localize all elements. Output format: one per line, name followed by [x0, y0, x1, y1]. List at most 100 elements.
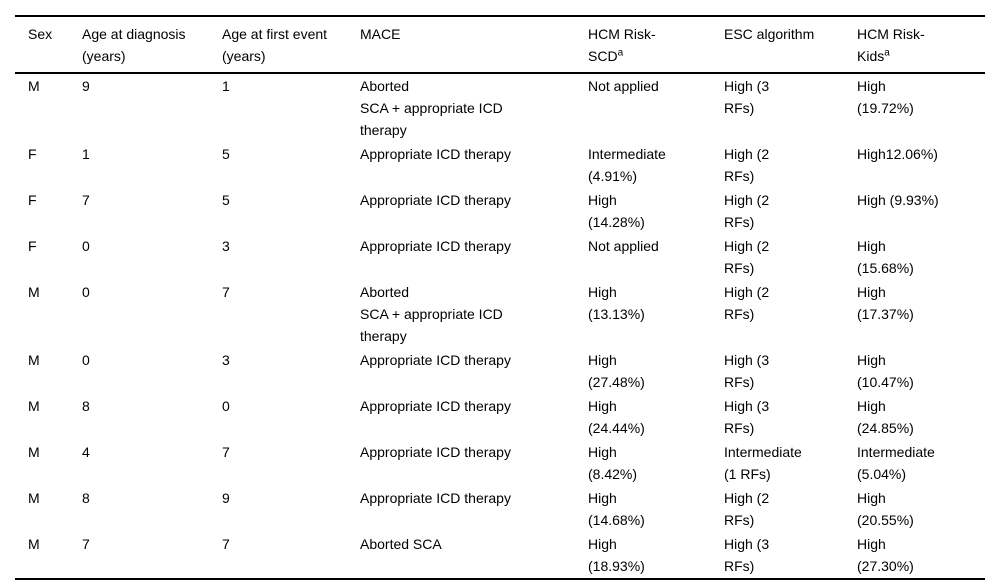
cell-mace: Appropriate ICD therapy [360, 444, 511, 460]
table-row: F 7 5 Appropriate ICD therapy High (14.2… [15, 188, 985, 234]
table-row: M 0 3 Appropriate ICD therapy High (27.4… [15, 348, 985, 394]
cell-age-at-diagnosis: 0 [82, 238, 90, 254]
cell-sex: M [28, 444, 40, 460]
cell-sex: F [28, 238, 37, 254]
cell-hcm-risk-kids: High12.06%) [857, 146, 938, 162]
cell-mace: Appropriate ICD therapy [360, 192, 511, 208]
column-header-esc-algorithm: ESC algorithm [724, 16, 857, 73]
cell-esc-algorithm: High (3 RFs) [724, 352, 770, 390]
cell-esc-algorithm: Intermediate (1 RFs) [724, 444, 802, 482]
cell-mace: Aborted SCA [360, 536, 442, 552]
cell-hcm-risk-scd: High (8.42%) [588, 444, 638, 482]
column-header-age-at-diagnosis: Age at diagnosis (years) [82, 16, 222, 73]
column-header-age-at-first-event: Age at first event (years) [222, 16, 360, 73]
cell-age-at-first-event: 0 [222, 398, 230, 414]
cell-age-at-diagnosis: 8 [82, 398, 90, 414]
column-header-label: Sex [28, 26, 53, 42]
table-row: M 9 1 Aborted SCA + appropriate ICD ther… [15, 73, 985, 142]
cell-age-at-first-event: 3 [222, 352, 230, 368]
cell-age-at-diagnosis: 8 [82, 490, 90, 506]
cell-age-at-diagnosis: 1 [82, 146, 90, 162]
column-header-sex: Sex [15, 16, 82, 73]
table-row: F 1 5 Appropriate ICD therapy Intermedia… [15, 142, 985, 188]
table-row: M 0 7 Aborted SCA + appropriate ICD ther… [15, 280, 985, 348]
cell-hcm-risk-kids: High (17.37%) [857, 284, 914, 322]
cell-hcm-risk-kids: High (24.85%) [857, 398, 914, 436]
cell-hcm-risk-scd: High (14.68%) [588, 490, 645, 528]
cell-sex: M [28, 536, 40, 552]
cell-age-at-diagnosis: 4 [82, 444, 90, 460]
cell-age-at-diagnosis: 0 [82, 284, 90, 300]
cell-age-at-first-event: 5 [222, 146, 230, 162]
cell-sex: M [28, 284, 40, 300]
cell-hcm-risk-kids: High (27.30%) [857, 536, 914, 574]
cell-mace: Appropriate ICD therapy [360, 490, 511, 506]
cell-age-at-first-event: 9 [222, 490, 230, 506]
column-header-hcm-risk-scd: HCM Risk- SCDa [588, 16, 724, 73]
table-row: M 4 7 Appropriate ICD therapy High (8.42… [15, 440, 985, 486]
cell-esc-algorithm: High (2 RFs) [724, 284, 770, 322]
table-row: M 8 0 Appropriate ICD therapy High (24.4… [15, 394, 985, 440]
column-header-label: Age at diagnosis (years) [82, 26, 186, 64]
paper-table-container: Sex Age at diagnosis (years) Age at firs… [15, 15, 985, 580]
cell-age-at-first-event: 7 [222, 444, 230, 460]
column-header-label: ESC algorithm [724, 26, 815, 42]
table-header: Sex Age at diagnosis (years) Age at firs… [15, 16, 985, 73]
cell-hcm-risk-kids: High (10.47%) [857, 352, 914, 390]
column-header-mace: MACE [360, 16, 588, 73]
cell-esc-algorithm: High (2 RFs) [724, 238, 770, 276]
cell-sex: M [28, 490, 40, 506]
cell-hcm-risk-kids: High (19.72%) [857, 78, 914, 116]
cell-hcm-risk-scd: High (18.93%) [588, 536, 645, 574]
cell-mace: Appropriate ICD therapy [360, 146, 511, 162]
cell-hcm-risk-scd: High (27.48%) [588, 352, 645, 390]
cell-age-at-first-event: 7 [222, 284, 230, 300]
cell-esc-algorithm: High (2 RFs) [724, 146, 770, 184]
cell-mace: Aborted SCA + appropriate ICD therapy [360, 284, 503, 344]
column-header-label: HCM Risk- SCD [588, 26, 656, 64]
cell-sex: F [28, 192, 37, 208]
header-row: Sex Age at diagnosis (years) Age at firs… [15, 16, 985, 73]
cell-hcm-risk-kids: Intermediate (5.04%) [857, 444, 935, 482]
cell-age-at-first-event: 5 [222, 192, 230, 208]
column-header-footnote-marker: a [617, 47, 624, 59]
mace-risk-comparison-table: Sex Age at diagnosis (years) Age at firs… [15, 15, 985, 580]
cell-hcm-risk-scd: High (24.44%) [588, 398, 645, 436]
table-row: F 0 3 Appropriate ICD therapy Not applie… [15, 234, 985, 280]
cell-mace: Appropriate ICD therapy [360, 238, 511, 254]
cell-mace: Appropriate ICD therapy [360, 352, 511, 368]
cell-hcm-risk-scd: High (14.28%) [588, 192, 645, 230]
cell-sex: M [28, 352, 40, 368]
cell-hcm-risk-scd: Not applied [588, 78, 659, 94]
cell-esc-algorithm: High (2 RFs) [724, 192, 770, 230]
cell-hcm-risk-scd: Intermediate (4.91%) [588, 146, 666, 184]
cell-esc-algorithm: High (3 RFs) [724, 536, 770, 574]
cell-age-at-first-event: 1 [222, 78, 230, 94]
table-row: M 8 9 Appropriate ICD therapy High (14.6… [15, 486, 985, 532]
cell-age-at-diagnosis: 7 [82, 192, 90, 208]
column-header-hcm-risk-kids: HCM Risk- Kidsa [857, 16, 985, 73]
cell-esc-algorithm: High (3 RFs) [724, 78, 770, 116]
cell-mace: Aborted SCA + appropriate ICD therapy [360, 78, 503, 138]
column-header-footnote-marker: a [884, 47, 890, 59]
cell-age-at-first-event: 7 [222, 536, 230, 552]
column-header-label: HCM Risk- Kids [857, 26, 925, 64]
table-row: M 7 7 Aborted SCA High (18.93%) High (3 … [15, 532, 985, 579]
cell-age-at-first-event: 3 [222, 238, 230, 254]
cell-age-at-diagnosis: 7 [82, 536, 90, 552]
cell-sex: F [28, 146, 37, 162]
cell-hcm-risk-scd: Not applied [588, 238, 659, 254]
cell-hcm-risk-kids: High (20.55%) [857, 490, 914, 528]
cell-age-at-diagnosis: 0 [82, 352, 90, 368]
cell-age-at-diagnosis: 9 [82, 78, 90, 94]
cell-sex: M [28, 78, 40, 94]
cell-hcm-risk-kids: High (15.68%) [857, 238, 914, 276]
column-header-label: MACE [360, 26, 401, 42]
cell-hcm-risk-scd: High (13.13%) [588, 284, 645, 322]
cell-sex: M [28, 398, 40, 414]
cell-mace: Appropriate ICD therapy [360, 398, 511, 414]
table-body: M 9 1 Aborted SCA + appropriate ICD ther… [15, 73, 985, 579]
cell-esc-algorithm: High (3 RFs) [724, 398, 770, 436]
cell-esc-algorithm: High (2 RFs) [724, 490, 770, 528]
cell-hcm-risk-kids: High (9.93%) [857, 192, 939, 208]
